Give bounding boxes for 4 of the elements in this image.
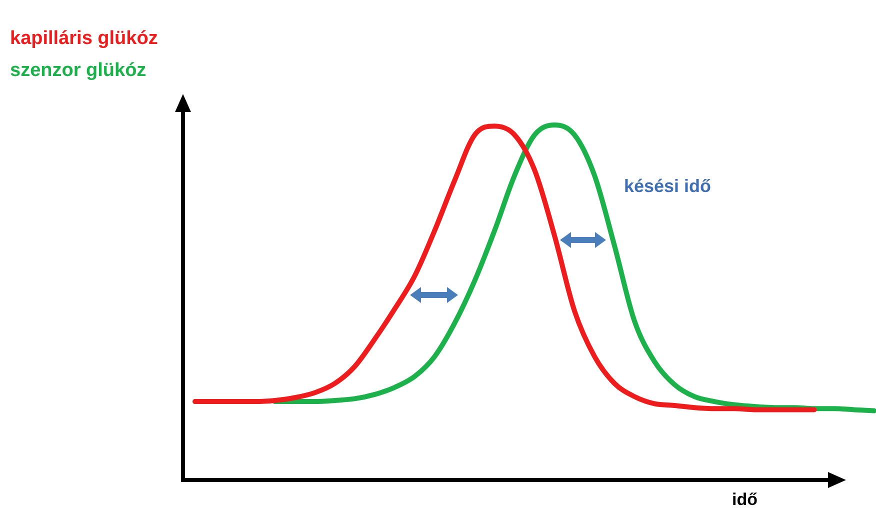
text: szenzor glükóz bbox=[10, 60, 146, 82]
x-axis-title: idő bbox=[732, 490, 758, 510]
annotation: késési idő bbox=[624, 176, 712, 197]
text: kapilláris glükóz bbox=[10, 28, 158, 50]
